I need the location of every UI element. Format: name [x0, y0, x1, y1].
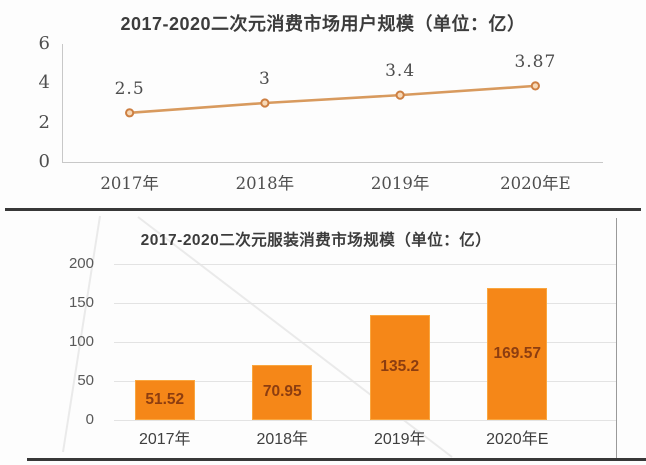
- x-category-label: 2018年: [235, 174, 295, 193]
- bar-value-label: 135.2: [380, 358, 420, 376]
- y-tick-label: 50: [77, 372, 94, 389]
- bar: 169.57: [487, 287, 548, 420]
- series-line: [129, 84, 536, 115]
- x-category-label: 2018年: [256, 431, 309, 448]
- x-category-label: 2019年: [370, 174, 430, 193]
- x-axis-line: [62, 162, 603, 163]
- users-line-chart: 2017-2020二次元消费市场用户规模（单位：亿） 6 4 2 0 2017年 201…: [0, 0, 646, 209]
- x-category-label: 2019年: [373, 431, 426, 448]
- y-tick-label: 0: [85, 411, 94, 428]
- y-tick-label: 0: [38, 151, 50, 172]
- gridline: [114, 381, 616, 382]
- y-axis-line: [62, 44, 63, 163]
- bar-value-label: 169.57: [493, 344, 541, 362]
- gridline: [114, 342, 616, 343]
- bottom-border-line: [27, 458, 646, 461]
- gridline: [114, 303, 616, 304]
- bar: 70.95: [252, 364, 313, 420]
- x-category-label: 2020年E: [486, 431, 549, 448]
- y-tick-label: 100: [68, 333, 94, 350]
- y-tick-label: 4: [38, 72, 50, 94]
- data-point-label: 3.4: [385, 61, 416, 82]
- data-point-label: 3: [258, 69, 271, 89]
- y-tick-label: 6: [38, 33, 50, 54]
- y-tick-label: 2: [38, 111, 50, 133]
- bar-value-label: 70.95: [262, 383, 302, 401]
- x-category-label: 2017年: [100, 174, 159, 193]
- gridline: [114, 264, 616, 265]
- gridline: [114, 420, 616, 421]
- bar-value-label: 51.52: [145, 390, 185, 408]
- y-tick-label: 150: [68, 294, 94, 311]
- x-category-label: 2017年: [138, 431, 191, 448]
- x-category-label: 2020年E: [500, 174, 571, 193]
- apparel-bar-chart: 2017-2020二次元服装消费市场规模（单位：亿） 200 150 100 50 0 …: [0, 212, 646, 460]
- bar-chart-title: 2017-2020二次元服装消费市场规模（单位：亿）: [140, 232, 492, 249]
- y-tick-label: 200: [68, 255, 94, 272]
- data-point-marker: [395, 90, 405, 100]
- separator-line: [5, 208, 641, 211]
- bar: 51.52: [134, 379, 195, 420]
- line-chart-title: 2017-2020二次元消费市场用户规模（单位：亿）: [120, 14, 526, 34]
- data-point-marker: [260, 98, 270, 108]
- bar: 135.2: [369, 314, 430, 420]
- data-point-marker: [125, 108, 135, 118]
- data-point-label: 2.5: [114, 78, 145, 99]
- data-point-marker: [530, 81, 540, 91]
- data-point-label: 3.87: [514, 51, 557, 72]
